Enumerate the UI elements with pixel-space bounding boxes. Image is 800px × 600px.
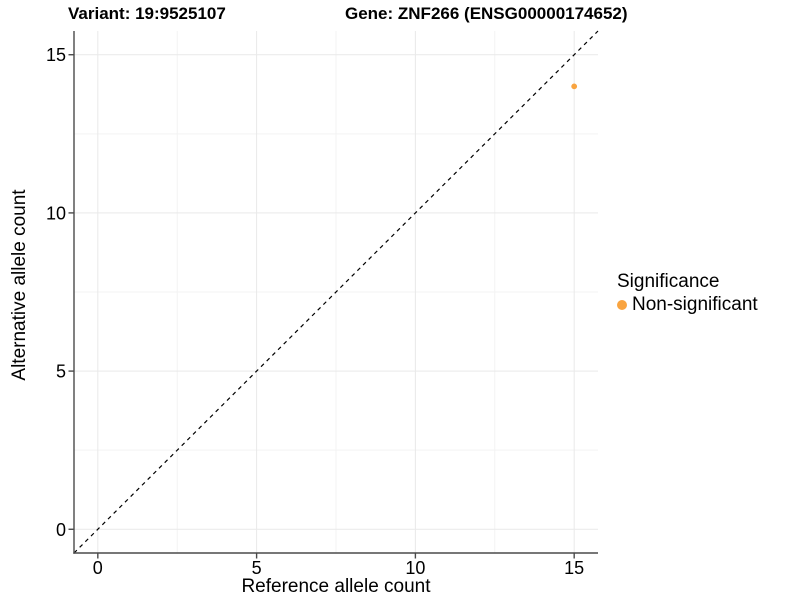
x-tick-labels: 0 5 10 15 (93, 558, 584, 578)
tick-marks (68, 54, 575, 559)
legend: Significance Non-significant (617, 271, 758, 315)
legend-point-icon (617, 300, 627, 310)
x-tick-label: 15 (564, 558, 584, 578)
y-tick-label: 15 (46, 45, 66, 65)
identity-line (73, 30, 599, 554)
axis-lines (73, 31, 598, 554)
data-points (571, 83, 578, 90)
y-tick-label: 5 (56, 362, 66, 382)
legend-title: Significance (617, 271, 720, 292)
y-tick-label: 10 (46, 203, 66, 223)
x-tick-label: 10 (405, 558, 425, 578)
grid-minor (74, 31, 598, 553)
x-tick-label: 5 (252, 558, 262, 578)
y-tick-label: 0 (56, 520, 66, 540)
plot-title-gene: Gene: ZNF266 (ENSG00000174652) (345, 4, 628, 23)
grid-major (74, 31, 598, 553)
y-tick-labels: 0 5 10 15 (46, 45, 66, 540)
x-tick-label: 0 (93, 558, 103, 578)
legend-item: Non-significant (617, 295, 758, 315)
plot-title-variant: Variant: 19:9525107 (68, 4, 226, 23)
data-point (571, 83, 578, 90)
legend-item-label: Non-significant (632, 294, 758, 315)
y-axis-title: Alternative allele count (9, 189, 30, 381)
x-axis-title: Reference allele count (241, 576, 431, 597)
